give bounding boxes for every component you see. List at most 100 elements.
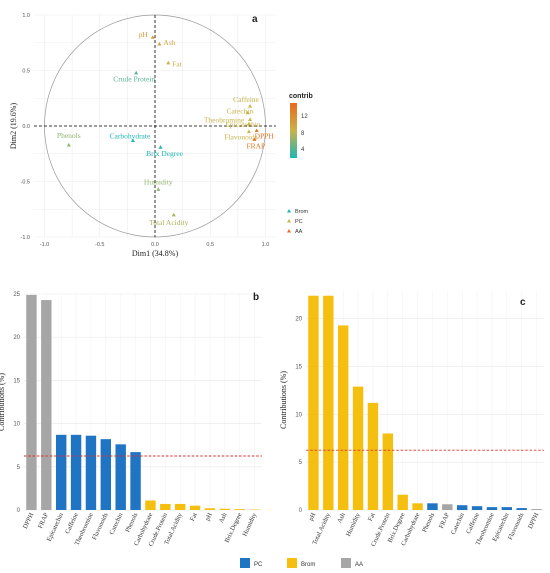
bar bbox=[174, 503, 186, 510]
y-axis-label: Dim2 (19.6%) bbox=[9, 103, 18, 150]
y-tick-label: -0.5 bbox=[21, 180, 30, 186]
group-legend-label: PC bbox=[295, 219, 303, 225]
y-tick-label: 0.5 bbox=[22, 69, 30, 75]
contrib-legend-title: contrib bbox=[289, 93, 313, 100]
bar bbox=[85, 435, 97, 510]
bar bbox=[323, 295, 334, 510]
bar bbox=[427, 503, 438, 510]
variable-label: Theobromine bbox=[204, 115, 245, 124]
contrib-legend-tick: 4 bbox=[301, 147, 305, 153]
group-legend-marker bbox=[287, 229, 291, 233]
bar bbox=[367, 402, 379, 510]
x-tick-label: Caffeine bbox=[64, 512, 80, 535]
y-tick-label: 5 bbox=[17, 465, 21, 471]
variable-point bbox=[156, 187, 161, 191]
bar bbox=[456, 505, 468, 510]
bar bbox=[471, 506, 483, 510]
x-tick-label: 0.5 bbox=[206, 242, 214, 248]
y-axis-label: Contributions (%) bbox=[0, 373, 6, 431]
contrib-legend-tick: 8 bbox=[301, 131, 305, 137]
bar bbox=[115, 444, 126, 510]
legend-label-pc: PC bbox=[254, 562, 263, 568]
bar bbox=[130, 452, 141, 510]
variable-label: Phenols bbox=[57, 131, 81, 140]
bar bbox=[55, 434, 67, 510]
x-tick-label: -0.5 bbox=[95, 242, 104, 248]
bar bbox=[352, 386, 364, 510]
x-tick-label: Humidity bbox=[345, 511, 362, 537]
bar bbox=[531, 509, 542, 510]
x-tick-label: DPPH bbox=[22, 512, 35, 530]
y-tick-label: 10 bbox=[295, 412, 302, 418]
variable-label: Epicatechin bbox=[225, 120, 261, 129]
x-tick-label: Catechin bbox=[450, 511, 466, 536]
variable-label: pH bbox=[139, 30, 149, 39]
variable-label: Flavonoids bbox=[224, 133, 257, 142]
x-tick-label: -1.0 bbox=[40, 242, 49, 248]
y-tick-label: 0 bbox=[17, 508, 21, 514]
variable-point bbox=[130, 138, 135, 143]
x-tick-label: FRAP bbox=[37, 512, 50, 530]
variable-label: Ash bbox=[163, 38, 175, 47]
variable-point bbox=[245, 110, 250, 115]
x-tick-label: Humidity bbox=[241, 511, 258, 537]
group-legend-marker bbox=[287, 219, 291, 223]
bar bbox=[70, 434, 82, 510]
y-tick-label: 0 bbox=[299, 508, 303, 514]
bar bbox=[160, 503, 171, 510]
y-axis-label: Contributions (%) bbox=[279, 371, 288, 429]
panel-label-a: a bbox=[252, 14, 258, 25]
contrib-colorbar bbox=[290, 103, 297, 158]
variable-point bbox=[254, 128, 259, 133]
bar bbox=[308, 295, 319, 510]
x-tick-label: Phenols bbox=[124, 511, 139, 533]
legend-swatch-pc bbox=[240, 558, 250, 568]
panel-a-pca-plot: -1.0 -0.5 0.0 0.5 1.0 -1.0 -0.5 0.0 0.5 1.0 Dim1 (… bbox=[9, 13, 313, 258]
y-tick-label: 15 bbox=[295, 365, 302, 371]
variable-point bbox=[246, 121, 251, 126]
variable-point bbox=[157, 41, 162, 46]
variable-label: Brix Degree bbox=[146, 149, 184, 158]
contrib-legend-tick: 12 bbox=[301, 114, 308, 120]
y-tick-label: 5 bbox=[299, 460, 303, 466]
y-tick-label: 20 bbox=[295, 317, 302, 323]
variable-point bbox=[246, 129, 251, 134]
panel-label-b: b bbox=[253, 292, 259, 303]
variable-point bbox=[134, 70, 139, 75]
variable-point bbox=[150, 35, 155, 39]
bar bbox=[145, 500, 156, 510]
bar bbox=[41, 300, 52, 510]
group-legend-marker bbox=[287, 209, 291, 213]
bar bbox=[501, 507, 513, 510]
x-tick-label: Ash bbox=[218, 511, 229, 524]
variable-label: Fat bbox=[172, 60, 183, 69]
bar bbox=[219, 508, 231, 510]
x-tick-label: Fat bbox=[189, 512, 199, 523]
x-tick-label: pH bbox=[308, 512, 318, 522]
variable-label: Humidity bbox=[144, 177, 173, 186]
variable-label: Carbohydrate bbox=[109, 131, 150, 140]
bar bbox=[100, 439, 112, 510]
x-tick-label: 0.0 bbox=[151, 242, 159, 248]
variable-label: DPPH bbox=[255, 131, 275, 140]
variable-point bbox=[66, 142, 71, 147]
variable-label: Total Acidity bbox=[149, 218, 189, 227]
bar bbox=[204, 508, 216, 510]
y-tick-label: 0.0 bbox=[22, 124, 30, 130]
variable-point bbox=[171, 212, 176, 217]
group-legend-label: Brom bbox=[295, 209, 309, 215]
bar bbox=[397, 494, 408, 510]
variable-point bbox=[248, 117, 253, 121]
variable-point bbox=[248, 104, 253, 108]
variable-point bbox=[158, 145, 163, 149]
x-tick-label: FRAP bbox=[438, 512, 451, 530]
x-tick-label: 1.0 bbox=[262, 242, 270, 248]
bar bbox=[26, 294, 37, 510]
x-tick-label: Caffeine bbox=[465, 512, 481, 535]
bar bbox=[442, 504, 453, 510]
bar bbox=[189, 505, 201, 510]
variable-label: Caffeine bbox=[233, 95, 259, 104]
y-tick-label: 20 bbox=[13, 335, 20, 341]
